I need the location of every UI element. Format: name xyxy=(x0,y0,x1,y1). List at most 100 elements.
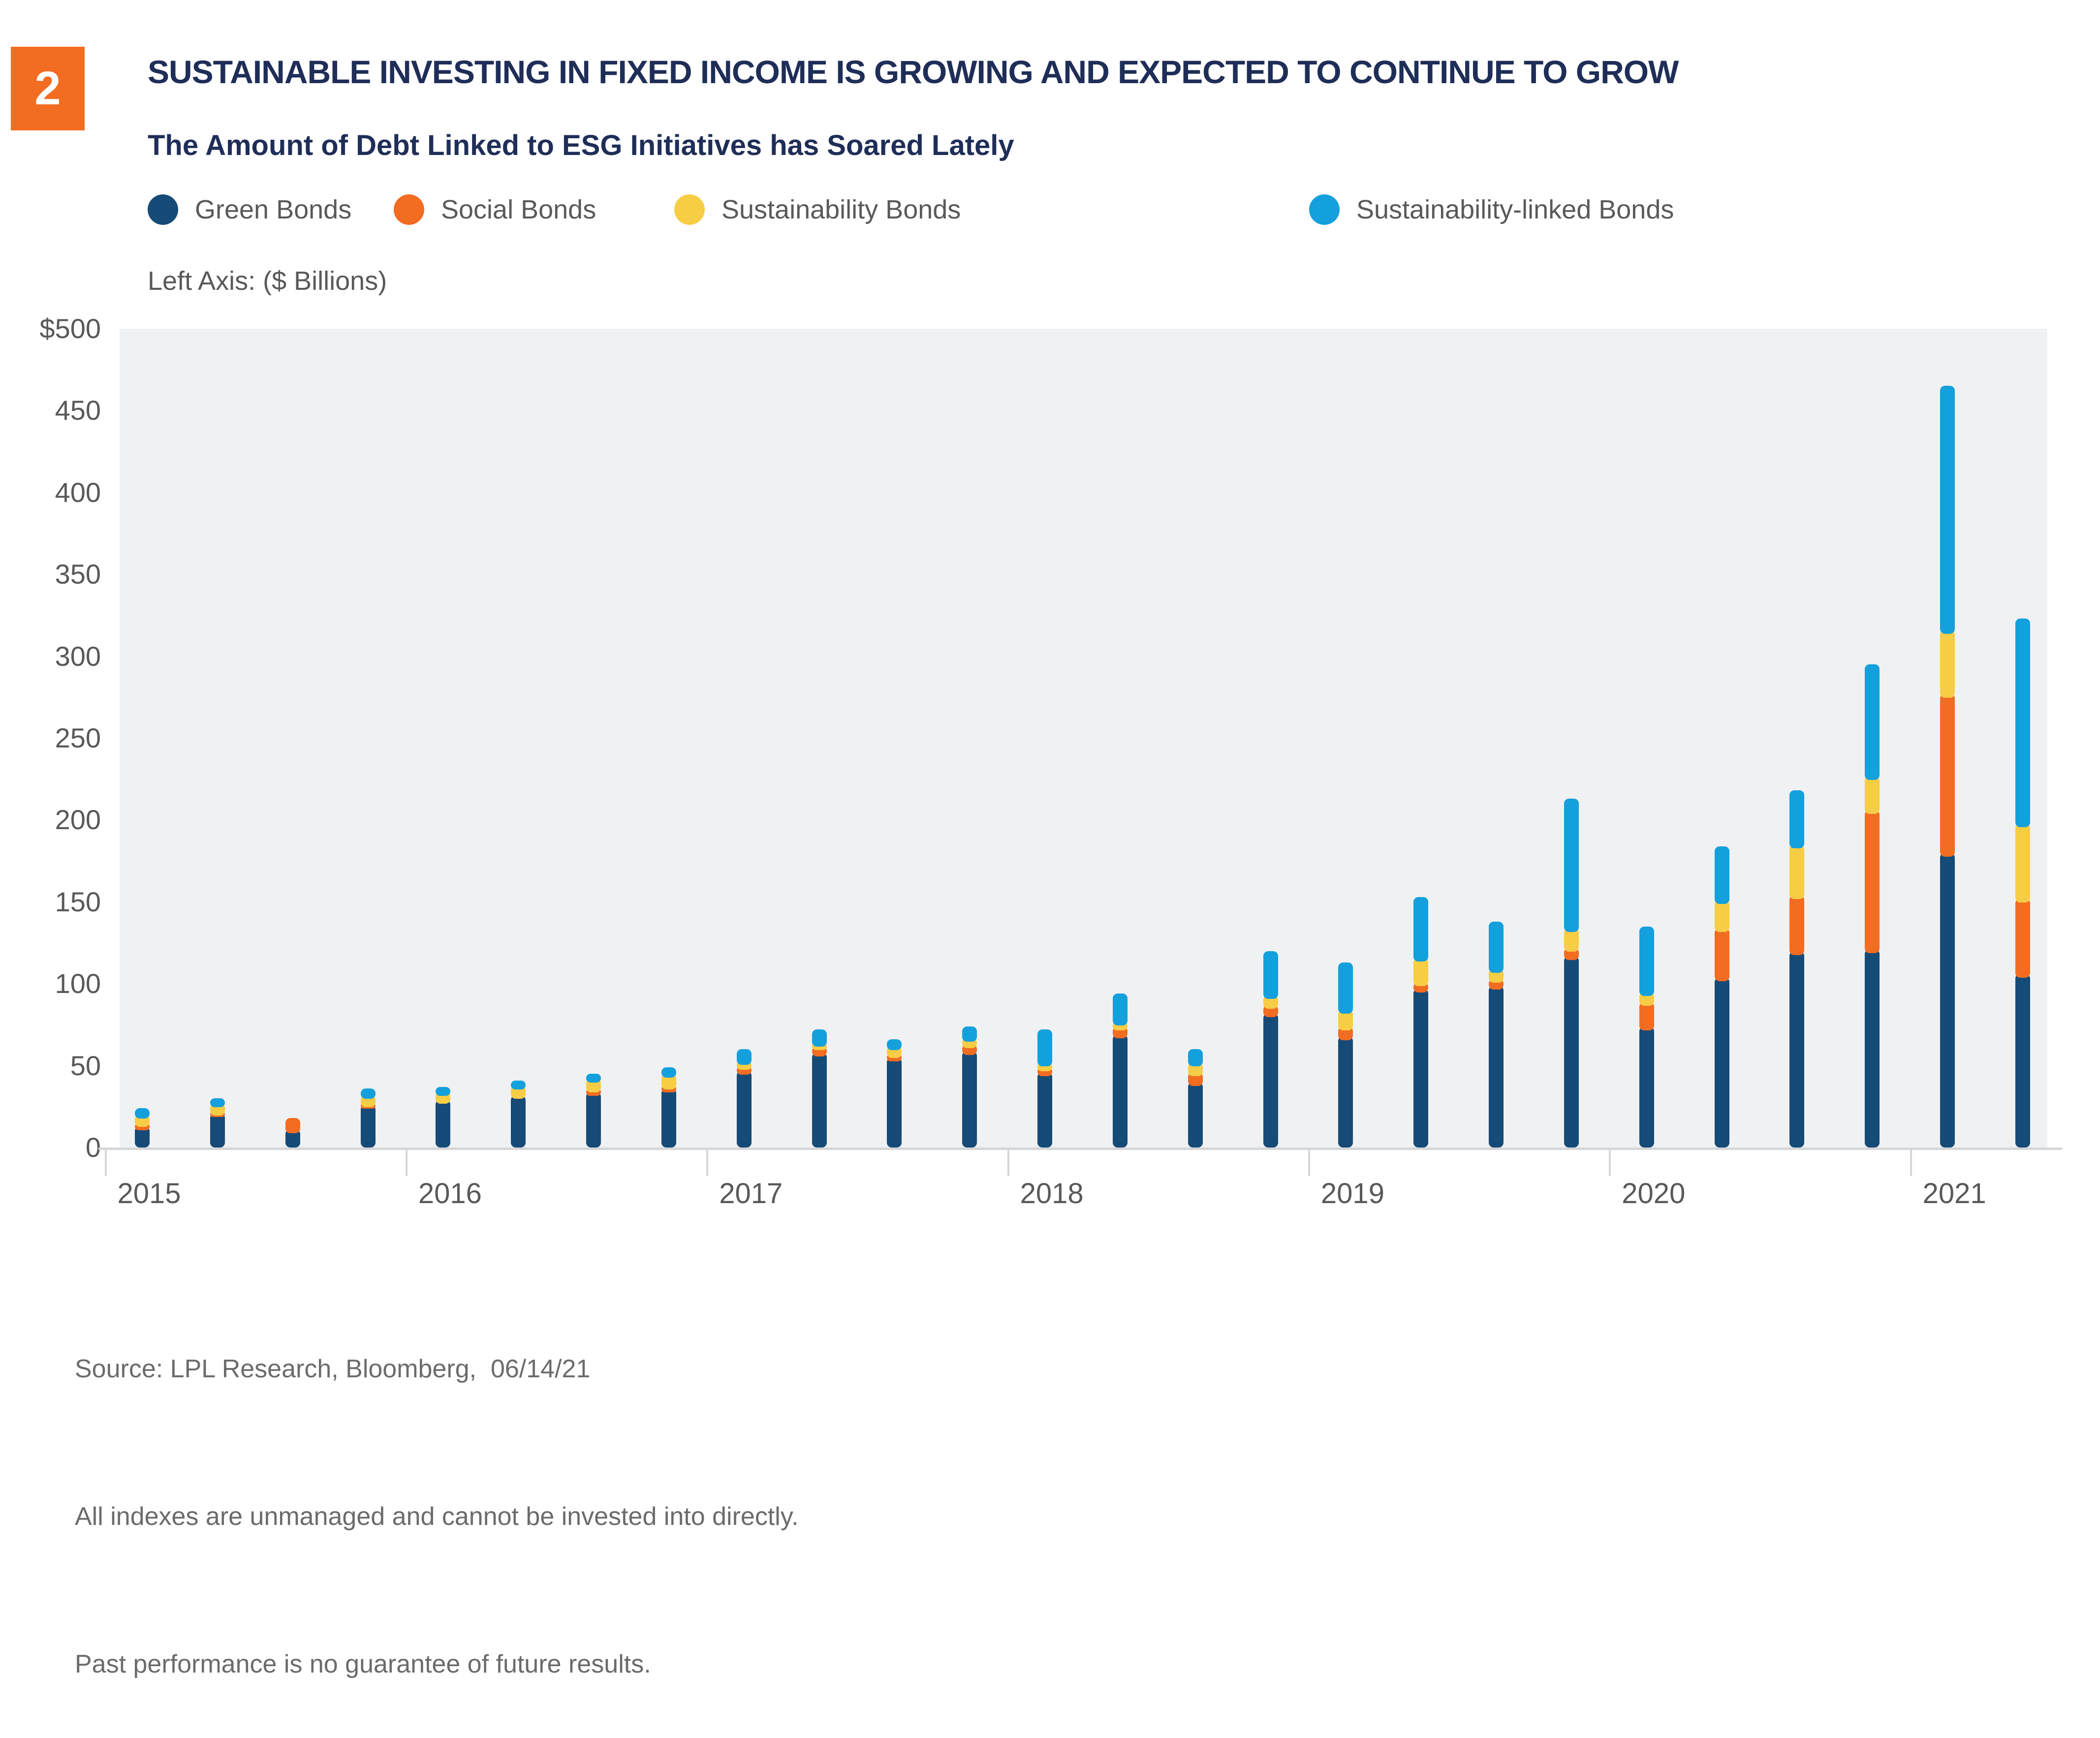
bar-segment-green-bonds xyxy=(1037,1072,1053,1148)
legend-item-2: Social Bonds xyxy=(394,194,596,225)
chart-title: SUSTAINABLE INVESTING IN FIXED INCOME IS… xyxy=(148,54,1679,90)
y-tick-label: 50 xyxy=(70,1050,101,1081)
legend-dot-icon xyxy=(148,194,178,225)
left-axis-note: Left Axis: ($ Billions) xyxy=(148,266,387,296)
x-axis-tick xyxy=(706,1148,709,1176)
x-axis-line xyxy=(98,1148,2062,1150)
bar-segment-sustainability-linked-bonds xyxy=(586,1074,601,1083)
y-tick-label: 250 xyxy=(55,722,101,753)
legend-item-4: Sustainability-linked Bonds xyxy=(1309,194,1674,225)
legend-label: Sustainability-linked Bonds xyxy=(1356,195,1674,224)
bar-segment-green-bonds xyxy=(812,1052,827,1148)
x-axis-tick xyxy=(1007,1148,1009,1176)
bar-segment-green-bonds xyxy=(962,1051,977,1148)
bar-segment-sustainability-linked-bonds xyxy=(1413,897,1429,962)
bar-segment-green-bonds xyxy=(1639,1026,1654,1148)
bar-segment-green-bonds xyxy=(1865,949,1880,1148)
bar-segment-green-bonds xyxy=(1338,1036,1353,1148)
bar-segment-sustainability-linked-bonds xyxy=(1489,921,1504,973)
bar-segment-sustainability-linked-bonds xyxy=(1112,993,1128,1025)
bar-segment-sustainability-linked-bonds xyxy=(812,1029,827,1047)
plot-area xyxy=(120,329,2047,1148)
legend-label: Sustainability Bonds xyxy=(721,195,961,224)
bar-segment-social-bonds xyxy=(1940,694,1955,857)
footer: Source: LPL Research, Bloomberg, 06/14/2… xyxy=(75,1246,798,1738)
bar-segment-sustainability-bonds xyxy=(1564,928,1579,952)
bar-segment-sustainability-linked-bonds xyxy=(1564,799,1579,932)
bar-segment-sustainability-linked-bonds xyxy=(436,1086,451,1096)
bar-segment-sustainability-linked-bonds xyxy=(1037,1029,1053,1066)
bar-segment-sustainability-linked-bonds xyxy=(1263,951,1278,999)
bar-segment-green-bonds xyxy=(1940,852,1955,1148)
x-year-label-2019: 2019 xyxy=(1320,1178,1384,1210)
bar-segment-sustainability-linked-bonds xyxy=(887,1039,902,1050)
bar-segment-green-bonds xyxy=(1413,989,1429,1148)
bar-segment-sustainability-linked-bonds xyxy=(1865,664,1880,780)
x-axis-tick xyxy=(1308,1148,1311,1176)
bar-segment-sustainability-linked-bonds xyxy=(2015,619,2030,828)
x-year-label-2016: 2016 xyxy=(418,1178,482,1210)
bar-segment-sustainability-bonds xyxy=(1865,776,1880,814)
bar-segment-green-bonds xyxy=(736,1070,752,1148)
bar-segment-sustainability-linked-bonds xyxy=(1714,846,1729,904)
x-axis-tick xyxy=(405,1148,407,1176)
figure-number-badge: 2 xyxy=(11,47,85,130)
x-axis-tick xyxy=(104,1148,107,1176)
bar-segment-green-bonds xyxy=(210,1113,225,1148)
x-axis-tick xyxy=(1609,1148,1611,1176)
footer-disclaimer-2: Past performance is no guarantee of futu… xyxy=(75,1650,651,1678)
bar-segment-green-bonds xyxy=(2015,974,2030,1148)
x-year-label-2017: 2017 xyxy=(719,1178,783,1210)
bar-segment-social-bonds xyxy=(1714,928,1729,981)
bar-segment-social-bonds xyxy=(1789,895,1805,955)
chart-subtitle: The Amount of Debt Linked to ESG Initiat… xyxy=(148,129,1014,161)
bar-segment-social-bonds xyxy=(1865,810,1880,954)
bar-segment-sustainability-linked-bonds xyxy=(1789,790,1805,849)
bar-segment-sustainability-bonds xyxy=(1940,630,1955,698)
bar-segment-social-bonds xyxy=(2015,899,2030,978)
bar-segment-green-bonds xyxy=(1789,951,1805,1148)
bar-segment-social-bonds xyxy=(1639,1001,1654,1030)
x-year-label-2020: 2020 xyxy=(1622,1178,1686,1210)
bar-segment-green-bonds xyxy=(1714,977,1729,1148)
page-root: { "badge": { "number": "2" }, "header": … xyxy=(11,47,2067,1678)
legend-dot-icon xyxy=(1309,194,1340,225)
legend-dot-icon xyxy=(674,194,705,225)
legend-item-1: Green Bonds xyxy=(148,194,351,225)
legend-dot-icon xyxy=(394,194,424,225)
bar-segment-sustainability-linked-bonds xyxy=(135,1108,150,1119)
y-tick-label: 450 xyxy=(55,395,101,426)
legend-label: Green Bonds xyxy=(195,195,352,224)
bar-segment-green-bonds xyxy=(1489,985,1504,1148)
y-tick-label: 200 xyxy=(55,804,101,836)
footer-source: Source: LPL Research, Bloomberg, 06/14/2… xyxy=(75,1355,591,1383)
y-tick-label: 0 xyxy=(85,1132,101,1163)
bar-segment-sustainability-linked-bonds xyxy=(1940,386,1955,634)
bar-segment-green-bonds xyxy=(887,1057,902,1148)
bar-segment-green-bonds xyxy=(511,1095,526,1148)
bar-segment-sustainability-linked-bonds xyxy=(661,1067,676,1078)
bar-segment-green-bonds xyxy=(360,1105,376,1148)
bar-segment-green-bonds xyxy=(1112,1034,1128,1148)
y-tick-label: $500 xyxy=(39,313,101,344)
y-tick-label: 400 xyxy=(55,476,101,508)
bar-segment-sustainability-linked-bonds xyxy=(1338,962,1353,1014)
legend-label: Social Bonds xyxy=(441,195,596,224)
bar-segment-sustainability-linked-bonds xyxy=(1639,926,1654,996)
y-tick-label: 300 xyxy=(55,640,101,672)
bar-segment-sustainability-linked-bonds xyxy=(962,1026,977,1042)
bar-segment-green-bonds xyxy=(436,1100,451,1148)
bar-segment-sustainability-bonds xyxy=(2015,823,2030,903)
bar-segment-sustainability-bonds xyxy=(1714,900,1729,932)
footer-disclaimer-1: All indexes are unmanaged and cannot be … xyxy=(75,1502,799,1531)
legend: Green Bonds Social Bonds Sustainability Bo… xyxy=(148,194,2067,234)
bar-segment-sustainability-linked-bonds xyxy=(1188,1049,1203,1066)
bar-segment-sustainability-linked-bonds xyxy=(360,1088,376,1099)
x-year-label-2015: 2015 xyxy=(117,1178,181,1210)
bar-segment-sustainability-bonds xyxy=(1413,957,1429,986)
bar-segment-sustainability-bonds xyxy=(1789,844,1805,900)
legend-item-3: Sustainability Bonds xyxy=(674,194,961,225)
y-tick-label: 150 xyxy=(55,886,101,917)
bar-segment-green-bonds xyxy=(1263,1013,1278,1148)
bar-segment-sustainability-linked-bonds xyxy=(736,1049,752,1065)
